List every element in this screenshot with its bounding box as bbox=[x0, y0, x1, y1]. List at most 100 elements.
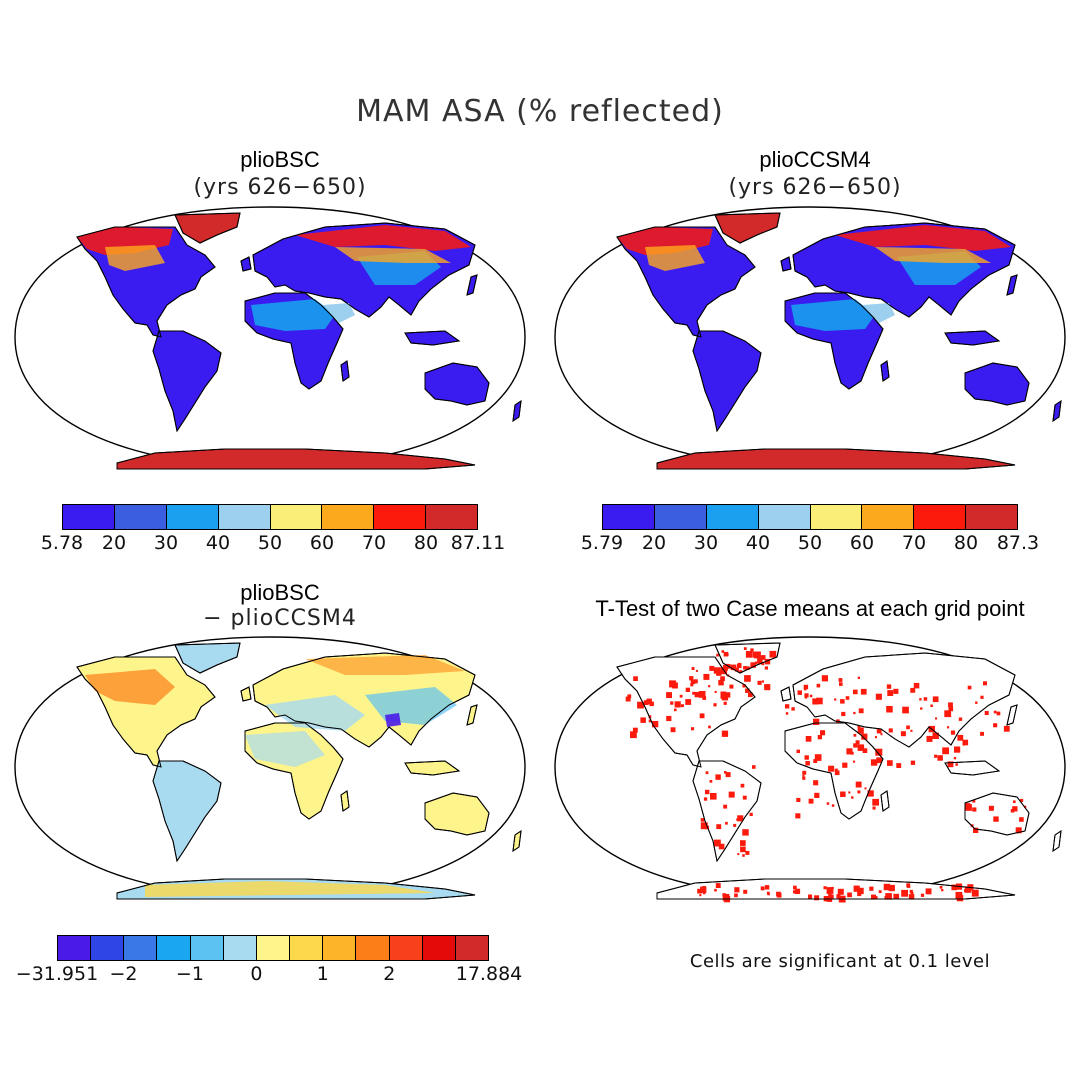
colorbar-swatch bbox=[63, 505, 115, 529]
coastline bbox=[244, 292, 344, 390]
significant-cell bbox=[972, 807, 977, 812]
significant-cell bbox=[887, 690, 894, 696]
colorbar-swatch bbox=[966, 505, 1017, 529]
colorbar-swatch bbox=[58, 936, 92, 960]
significant-cell bbox=[814, 895, 820, 901]
significant-cell bbox=[754, 661, 758, 665]
significant-cell bbox=[816, 683, 821, 688]
coastline bbox=[76, 226, 216, 338]
significant-cell bbox=[910, 687, 916, 693]
coastline bbox=[784, 722, 884, 820]
significant-cell bbox=[839, 682, 843, 686]
significant-cell bbox=[698, 691, 706, 698]
colorbar-tick-label: 60 bbox=[849, 532, 875, 554]
colorbar-tick-label: 17.884 bbox=[455, 963, 523, 985]
significant-cell bbox=[805, 736, 812, 742]
significant-cell bbox=[1012, 806, 1018, 812]
colorbar-pliobsc bbox=[62, 504, 478, 530]
significant-cell bbox=[875, 748, 883, 756]
significant-cell bbox=[962, 739, 969, 746]
colorbar-swatch bbox=[758, 505, 811, 529]
significant-cell bbox=[828, 765, 835, 772]
significant-cell bbox=[954, 746, 961, 753]
significant-cell bbox=[955, 763, 958, 766]
coastline bbox=[714, 642, 781, 674]
anomaly-asia-neg bbox=[385, 713, 401, 727]
significant-cell bbox=[734, 667, 739, 672]
significant-cell bbox=[984, 711, 989, 715]
coastline bbox=[512, 829, 522, 853]
significant-cell bbox=[993, 723, 998, 728]
significant-cell bbox=[847, 892, 852, 898]
significant-cell bbox=[925, 888, 932, 895]
significant-cell bbox=[826, 887, 834, 894]
significant-cell bbox=[857, 790, 861, 794]
significant-cell bbox=[705, 771, 709, 775]
significant-cell bbox=[957, 734, 964, 741]
colorbar-difference bbox=[57, 935, 489, 961]
significant-cell bbox=[691, 727, 695, 731]
arabia-region bbox=[863, 303, 895, 323]
colorbar-tick-label: 30 bbox=[153, 532, 179, 554]
significant-cell bbox=[942, 747, 949, 755]
panel3-title: plioBSC bbox=[240, 580, 320, 605]
coastline bbox=[116, 878, 476, 900]
significant-cell bbox=[937, 755, 943, 761]
significant-cell bbox=[681, 704, 684, 708]
map-panel-ttest bbox=[554, 636, 1066, 903]
significance-note: Cells are significant at 0.1 level bbox=[689, 951, 991, 972]
significant-cell bbox=[796, 749, 800, 754]
coastline bbox=[656, 878, 1016, 900]
significant-cell bbox=[814, 792, 820, 798]
colorbar-swatch bbox=[114, 505, 167, 529]
significant-cell bbox=[857, 676, 860, 679]
colorbar-tick-label: 70 bbox=[361, 532, 387, 554]
significant-cell bbox=[875, 693, 882, 700]
snow-band-eurasia bbox=[835, 225, 1011, 251]
significant-cell bbox=[902, 706, 909, 714]
significant-cell bbox=[632, 727, 638, 733]
colorbar-swatch bbox=[190, 936, 224, 960]
significant-cell bbox=[893, 893, 900, 900]
significant-cell bbox=[750, 662, 756, 668]
significant-cell bbox=[853, 743, 858, 748]
coastline bbox=[1006, 274, 1018, 296]
colorbar-tick-label: 2 bbox=[383, 963, 396, 985]
coastline bbox=[1052, 829, 1062, 853]
significant-cell bbox=[805, 761, 810, 766]
significant-cell bbox=[980, 731, 984, 736]
significant-cell bbox=[785, 704, 790, 709]
significant-cell bbox=[646, 698, 652, 704]
colorbar-tick-label: 60 bbox=[309, 532, 335, 554]
significant-cell bbox=[685, 699, 692, 705]
significant-cell bbox=[795, 813, 801, 819]
significant-cell bbox=[853, 689, 858, 695]
significant-cell bbox=[699, 894, 702, 897]
significant-cell bbox=[880, 733, 883, 736]
significant-cell bbox=[709, 665, 715, 671]
significant-cell bbox=[932, 696, 939, 703]
significant-cell bbox=[846, 748, 853, 755]
significant-cell bbox=[739, 670, 743, 674]
colorbar-tick-label: 5.79 bbox=[580, 532, 624, 554]
significant-cell bbox=[761, 680, 764, 683]
significant-cell bbox=[734, 893, 738, 898]
significant-cell bbox=[718, 843, 725, 850]
coastline bbox=[964, 362, 1030, 406]
significant-cell bbox=[723, 664, 727, 669]
significant-cell bbox=[697, 888, 702, 894]
coastline bbox=[244, 722, 344, 820]
significant-cell bbox=[802, 776, 806, 780]
colorbar-swatch bbox=[810, 505, 863, 529]
significant-cell bbox=[802, 774, 805, 777]
colorbar-swatch bbox=[157, 936, 191, 960]
significant-cell bbox=[836, 894, 841, 899]
significant-cell bbox=[791, 707, 795, 711]
significant-cell bbox=[804, 696, 808, 699]
significant-cell bbox=[971, 889, 979, 897]
snow-band-eurasia-south bbox=[875, 247, 991, 263]
map-panel-pliobsc bbox=[14, 206, 526, 470]
significant-cell bbox=[967, 685, 972, 690]
significant-cell bbox=[934, 754, 938, 758]
significant-cell bbox=[923, 697, 928, 701]
